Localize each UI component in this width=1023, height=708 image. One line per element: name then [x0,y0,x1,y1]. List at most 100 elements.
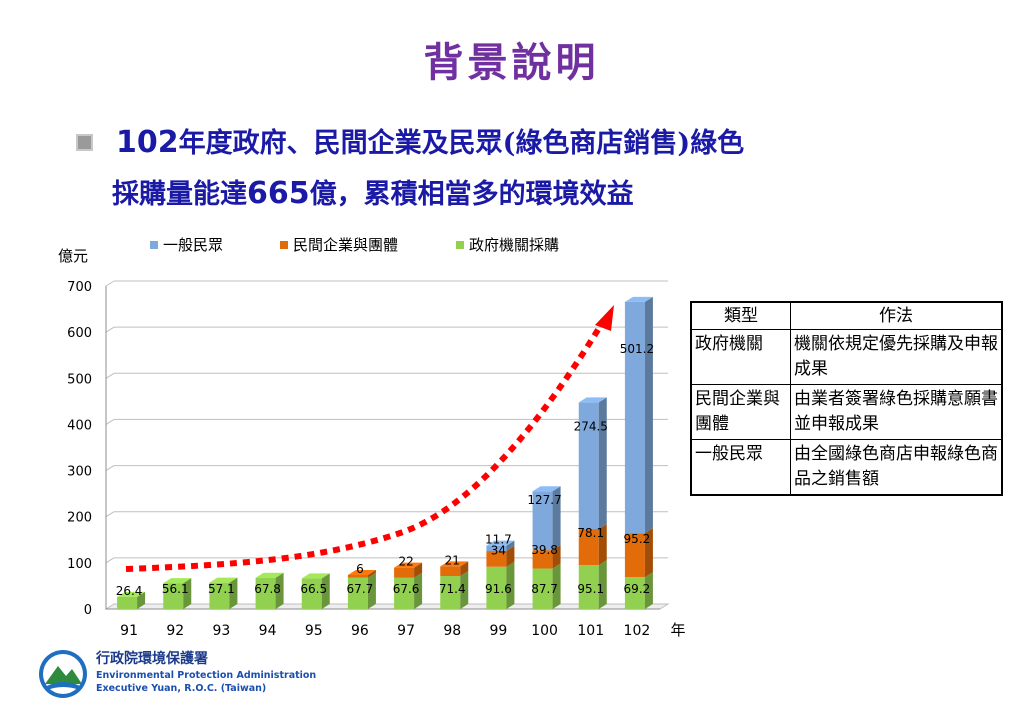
bar-segment-side [414,562,423,578]
bar-segment [578,529,599,566]
gridline-depth [105,280,115,287]
x-tick-label: 94 [259,623,277,639]
bullet-line-2-text-a: 採購量能達 [112,179,247,210]
x-tick-label: 99 [490,623,508,639]
bar-segment [624,301,645,534]
data-label: 57.1 [208,582,235,596]
bar-segment-side [644,528,653,578]
x-tick-label: 100 [531,623,558,639]
data-label: 95.1 [577,582,604,596]
bar-top [578,397,607,403]
y-tick-label: 200 [67,511,92,526]
gridline-depth [105,419,115,425]
bar-segment [578,402,599,530]
slide-title: 背景說明 [423,39,600,86]
bar-segment [624,533,645,578]
logo-name-en-1: Environmental Protection Administration [96,670,317,681]
epa-logo: 行政院環境保護署 Environmental Protection Admini… [36,646,336,702]
data-label: 78.1 [577,526,604,540]
bar-top [163,578,192,584]
bar-top [440,561,469,567]
bar-segment-side [321,573,330,609]
y-tick-label: 300 [67,465,92,480]
bar-segment [532,568,553,609]
table-cell-method: 由業者簽署綠色採購意願書並申報成果 [790,384,1003,440]
table-header-method: 作法 [790,301,1003,330]
bullet-year: 102 [116,125,179,160]
bullet-line-2: 採購量能達665億，累積相當多的環境效益 [76,169,1006,220]
legend-label: 一般民眾 [163,236,223,254]
x-tick-label: 96 [351,623,369,639]
legend-swatch [150,241,158,249]
bar-segment [347,577,368,609]
data-label: 6 [356,562,364,576]
epa-emblem-icon [39,650,87,698]
bar-segment-side [598,524,607,566]
stacked-bar-chart: 0 100 200 300 400 500 600 700 億元 一般民眾 民間企業與團體 政府機關採… [58,236,686,639]
y-tick-label: 100 [67,557,92,572]
bar-top [255,572,284,578]
gridline-depth [105,326,115,333]
bar-segment-side [506,546,515,567]
bar-segment-side [367,569,376,578]
bar-top [209,577,238,583]
bar-top [347,569,376,575]
bar-segment-side [644,572,653,609]
x-tick-label: 97 [397,623,415,639]
data-label: 67.8 [254,582,281,596]
bar-segment [486,545,507,552]
table-header-row: 類型 作法 [690,301,1003,330]
bar-segment [394,567,415,578]
data-label: 95.2 [624,532,651,546]
bar-top [532,486,561,492]
bar-segment [209,582,230,609]
gridline-depth [105,557,115,564]
table-row: 政府機關 機關依規定優先採購及申報成果 [690,329,1003,385]
bar-top [394,562,423,568]
y-tick-label: 600 [67,326,92,341]
bar-segment [301,578,322,609]
bar-segment [486,566,507,609]
data-label: 39.8 [531,543,558,557]
bullet-point: 102年度政府、民間企業及民眾(綠色商店銷售)綠色 採購量能達665億，累積相當… [76,118,1006,220]
bullet-amount: 665 [247,176,310,211]
legend-label: 政府機關採購 [469,236,559,254]
data-label: 127.7 [527,493,561,507]
bar-segment-side [552,545,561,569]
bar-segment-side [229,577,238,609]
y-tick-label: 0 [84,603,92,618]
y-tick-label: 700 [67,280,92,295]
bar-segment-side [552,563,561,609]
gridline-depth [105,511,115,518]
data-label: 66.5 [300,582,327,596]
bar-segment-side [598,560,607,609]
bar-segment [486,551,507,567]
bar-segment [578,565,599,609]
bar-top [117,591,146,597]
x-tick-label: 98 [443,623,461,639]
table-header-type: 類型 [690,301,791,330]
bullet-line-1-text: 年度政府、民間企業及民眾(綠色商店銷售)綠色 [178,128,745,159]
bar-segment [440,576,461,609]
bar-segment [624,577,645,609]
data-label: 87.7 [531,582,558,596]
data-label: 26.4 [116,584,143,598]
data-label: 56.1 [162,582,189,596]
x-tick-label: 91 [120,623,138,639]
table-cell-method: 由全國綠色商店申報綠色商品之銷售額 [790,439,1003,496]
bar-segment [440,566,461,577]
bar-segment-side [644,296,653,534]
x-tick-label: 93 [213,623,231,639]
data-label: 67.6 [393,582,420,596]
data-label: 67.7 [347,582,374,596]
data-label: 22 [398,555,413,569]
data-label: 11.7 [485,533,512,547]
bar-segment-side [137,591,146,609]
table-cell-type: 政府機關 [690,329,791,385]
bar-segment-side [506,540,515,552]
x-tick-label: 92 [166,623,184,639]
data-label: 69.2 [624,582,651,596]
bar-segment [394,577,415,609]
bar-segment-side [460,561,469,577]
data-label: 71.4 [439,582,466,596]
